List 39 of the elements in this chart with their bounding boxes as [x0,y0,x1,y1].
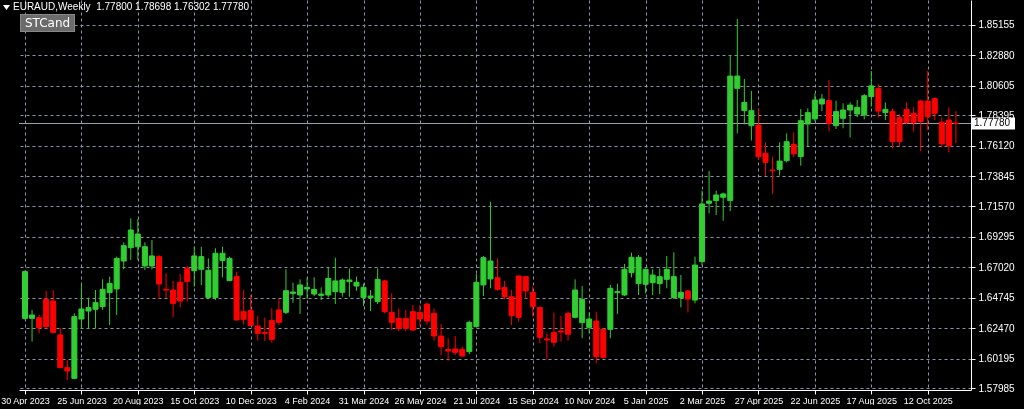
x-tick-label: 25 Jun 2023 [57,395,107,406]
y-tick-label: 1.60195 [978,353,1016,365]
annotation: STCand [20,14,76,32]
x-tick-label: 22 Jun 2025 [790,395,841,406]
y-tick-label: 1.62470 [978,322,1016,334]
y-tick-label: 1.85155 [978,19,1016,31]
x-tick-label: 10 Nov 2024 [564,395,616,406]
y-tick-label: 1.76120 [978,140,1016,152]
x-tick-label: 15 Sep 2024 [507,395,559,406]
y-tick-label: 1.82880 [978,49,1016,61]
x-tick-label: 4 Feb 2024 [284,395,331,406]
y-tick-label: 1.64745 [978,292,1016,304]
x-tick-label: 30 Apr 2023 [1,395,50,406]
x-tick-label: 26 May 2024 [394,395,447,406]
candlestick [529,286,536,318]
candlestick [684,289,691,313]
y-tick-label: 1.67020 [978,261,1016,273]
candlestick [825,79,832,132]
x-tick-label: 17 Aug 2025 [846,395,898,406]
x-tick-label: 10 Dec 2023 [225,395,277,406]
candlestick [184,265,191,303]
y-tick-label: 1.69295 [978,231,1016,243]
x-tick-label: 15 Oct 2023 [170,395,220,406]
x-tick-label: 27 Apr 2025 [734,395,784,406]
candlestick [769,156,776,195]
x-tick-label: 31 Mar 2024 [338,395,390,406]
y-tick-label: 1.73845 [978,170,1016,182]
candlestick [875,83,882,118]
y-tick-label: 1.71570 [978,200,1016,212]
x-tick-label: 20 Aug 2023 [113,395,164,406]
x-tick-label: 5 Jan 2025 [623,395,669,406]
y-tick-label: 1.80605 [978,80,1016,92]
x-tick-label: 2 Mar 2025 [679,395,726,406]
x-tick-label: 21 Jul 2024 [453,395,501,406]
y-tick-label: 1.57985 [978,382,1016,394]
ref-line-label: 1.77780 [974,117,1011,129]
x-tick-label: 12 Oct 2025 [903,395,953,406]
candlestick [790,131,797,158]
chart-title: EURAUD,Weekly 1.77800 1.78698 1.76302 1.77780 [13,1,250,12]
